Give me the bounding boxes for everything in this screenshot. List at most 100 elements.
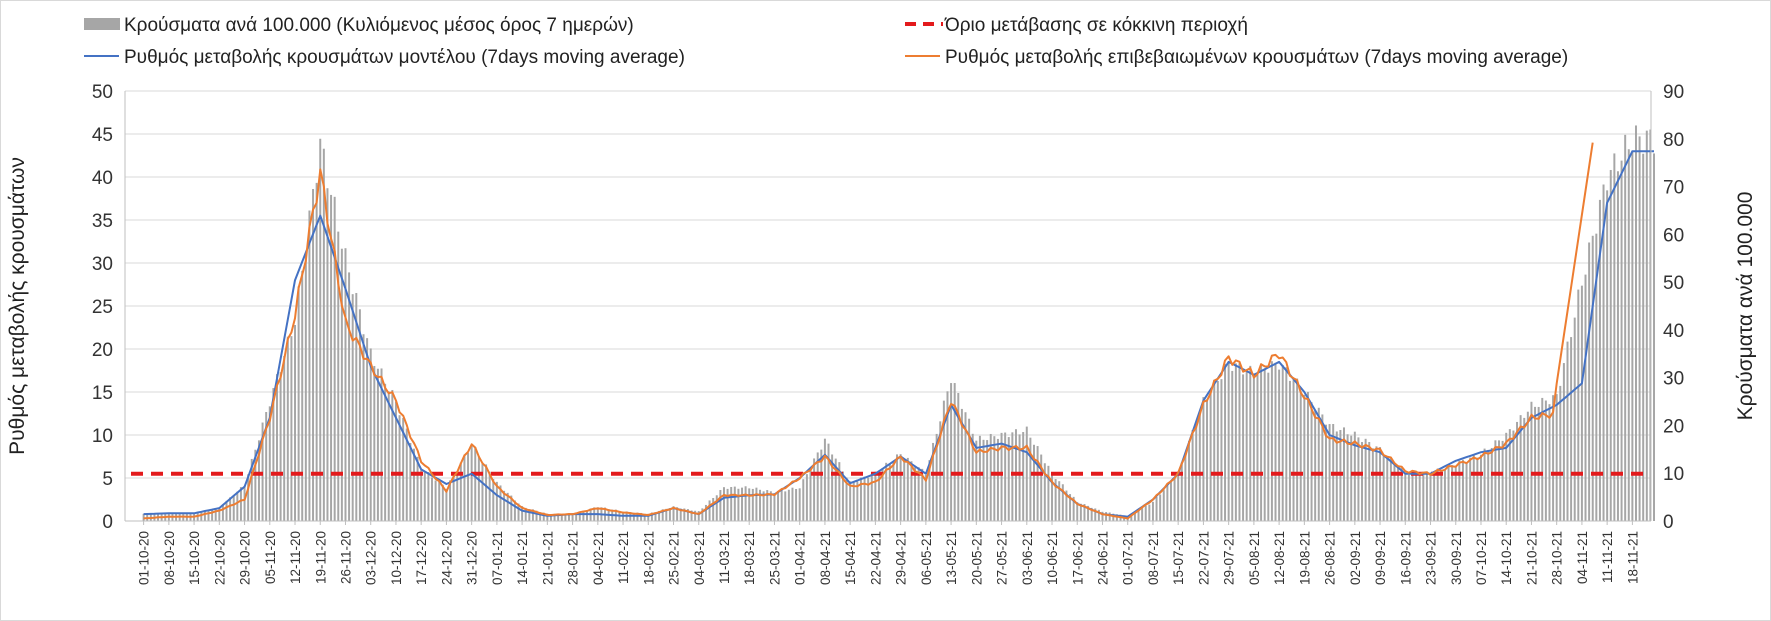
case-bar [1404,473,1407,521]
case-bar [218,507,221,521]
case-bar [1595,233,1598,521]
x-tick-label: 22-10-20 [212,531,227,585]
case-bar [1479,454,1482,521]
case-bar [376,368,379,521]
x-tick-label: 01-07-21 [1121,531,1136,585]
case-bar [1357,437,1360,521]
case-bar [380,368,383,521]
case-bar [1368,442,1371,521]
x-tick-label: 25-02-21 [667,531,682,585]
case-bar [823,438,826,521]
case-bar [369,348,372,521]
x-tick-label: 24-12-20 [439,531,454,585]
case-bar [1004,432,1007,521]
case-bar [319,138,322,521]
case-bar [203,510,206,521]
case-bar [513,500,516,521]
y-left-tick-label: 15 [92,383,113,404]
case-bar [733,486,736,521]
case-bar [1494,440,1497,521]
case-bar [481,462,484,521]
case-bar [993,436,996,521]
case-bar [1278,369,1281,521]
x-tick-label: 10-06-21 [1045,531,1060,585]
x-tick-label: 29-10-20 [238,531,253,585]
case-bar [297,286,300,521]
y-left-tick-label: 45 [92,125,113,146]
case-bar [1256,374,1259,521]
case-bar [679,508,682,521]
y-left-tick-label: 25 [92,297,113,318]
case-bar [1328,424,1331,521]
case-bar [643,513,646,521]
x-tick-label: 21-10-21 [1524,531,1539,585]
case-bar [1159,494,1162,521]
legend-label-bars: Κρούσματα ανά 100.000 (Κυλιόμενος μέσος … [124,15,634,36]
case-bar [654,512,657,521]
x-tick-label: 03-12-20 [364,531,379,585]
case-bar [1072,496,1075,521]
case-bar [697,511,700,521]
case-bar [441,484,444,521]
case-bar [1263,369,1266,521]
case-bar [1541,397,1544,521]
case-bar [333,196,336,521]
case-bar [1645,130,1648,521]
case-bar [531,509,534,521]
case-bar [755,487,758,521]
case-bar [1425,471,1428,521]
y-right-tick-label: 10 [1663,464,1684,485]
case-bar [384,383,387,521]
case-bar [1335,431,1338,521]
case-bar [1270,361,1273,521]
case-bar [1281,364,1284,521]
case-bar [917,467,920,521]
case-bar [881,468,884,521]
case-bar [640,512,643,521]
case-bar [805,474,808,521]
case-bar [211,509,214,521]
case-bar [1429,474,1432,521]
case-bar [896,454,898,521]
case-bar [1501,440,1504,521]
case-bar [914,467,917,521]
case-bar [1047,465,1050,521]
y-axis-right-title: Κρούσματα ανά 100.000 [1734,192,1757,421]
y-right-tick-label: 40 [1663,321,1684,342]
case-bar [1393,464,1396,521]
case-bar [265,412,268,521]
case-bar [1051,472,1054,521]
x-tick-label: 24-06-21 [1095,531,1110,585]
case-bar [1292,380,1295,521]
case-bar [312,189,315,521]
case-bar [1087,505,1090,521]
case-bar [1472,454,1475,521]
case-bar [1231,370,1234,521]
case-bar [1512,430,1515,521]
case-bar [553,513,556,521]
case-bar [636,512,639,521]
case-bar [777,491,780,521]
case-bar [1083,504,1086,521]
case-bar [431,477,433,521]
case-bar [1007,437,1010,521]
case-bar [373,365,376,521]
x-tick-label: 01-10-20 [137,531,152,585]
x-tick-label: 29-07-21 [1222,531,1237,585]
case-bar [834,458,837,521]
case-bar [1058,481,1061,521]
x-tick-label: 04-11-21 [1575,531,1590,584]
case-bar [996,438,999,521]
x-tick-label: 08-10-20 [162,531,177,585]
case-bar [867,477,870,521]
case-bar [1534,406,1537,521]
case-bar [827,443,830,521]
case-bar [1130,513,1133,521]
case-bar [445,488,448,521]
case-bar [841,471,844,521]
case-bar [647,513,650,521]
case-bar [1627,149,1630,521]
case-bar [1530,401,1533,521]
case-bar [694,510,697,521]
case-bar [1155,496,1158,521]
